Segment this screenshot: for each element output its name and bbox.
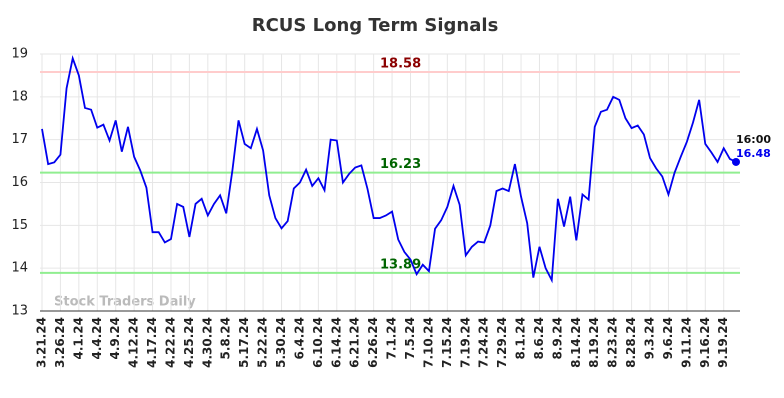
y-tick-label: 14 [11,261,28,276]
x-tick-label: 7.15.24 [440,317,454,368]
signal-label: 16.23 [380,157,421,172]
x-tick-label: 4.22.24 [163,317,177,368]
price-line [41,54,737,284]
x-tick-label: 5.17.24 [237,317,251,368]
signal-label: 18.58 [380,56,421,71]
x-tick-label: 8.23.24 [606,317,620,368]
x-tick-label: 8.14.24 [569,317,583,368]
watermark: Stock Traders Daily [54,295,196,310]
y-tick-label: 15 [11,218,28,233]
x-tick-label: 9.6.24 [661,317,675,360]
x-tick-label: 4.12.24 [127,317,141,368]
y-tick-label: 17 [11,132,28,147]
x-tick-label: 7.29.24 [495,317,509,368]
x-tick-label: 7.19.24 [458,317,472,368]
x-tick-label: 3.21.24 [35,317,49,368]
x-tick-label: 8.1.24 [514,317,528,360]
x-tick-label: 7.5.24 [403,317,417,360]
x-tick-label: 5.30.24 [274,317,288,368]
x-tick-label: 6.4.24 [292,317,306,360]
x-tick-label: 4.30.24 [200,317,214,368]
chart-title: RCUS Long Term Signals [252,15,499,36]
x-tick-label: 6.21.24 [348,317,362,368]
x-tick-label: 6.10.24 [311,317,325,368]
x-tick-label: 4.1.24 [71,317,85,360]
y-tick-label: 13 [11,304,28,319]
x-tick-label: 8.28.24 [624,317,638,368]
x-tick-label: 9.16.24 [698,317,712,368]
x-tick-label: 4.25.24 [182,317,196,368]
x-tick-label: 8.19.24 [587,317,601,368]
x-tick-label: 4.17.24 [145,317,159,368]
x-tick-label: 7.10.24 [421,317,435,368]
x-tick-label: 8.9.24 [550,317,564,360]
last-point [732,157,740,166]
x-tick-label: 6.14.24 [329,317,343,368]
x-tick-label: 7.24.24 [477,317,491,368]
x-tick-label: 9.3.24 [643,317,657,360]
x-tick-label: 7.1.24 [385,317,399,360]
x-tick-label: 6.26.24 [366,317,380,368]
x-tick-label: 5.8.24 [219,317,233,360]
x-tick-label: 3.26.24 [53,317,67,368]
x-tick-label: 8.6.24 [532,317,546,360]
last-time: 16:00 [736,133,771,146]
y-tick-label: 16 [11,175,28,190]
last-value: 16.48 [736,147,771,160]
y-tick-label: 19 [11,47,28,62]
x-tick-label: 4.4.24 [90,317,104,360]
x-tick-label: 5.22.24 [256,317,270,368]
x-tick-label: 4.9.24 [108,317,122,360]
y-tick-label: 18 [11,89,28,104]
x-tick-label: 9.11.24 [679,317,693,368]
x-tick-label: 9.19.24 [716,317,730,368]
